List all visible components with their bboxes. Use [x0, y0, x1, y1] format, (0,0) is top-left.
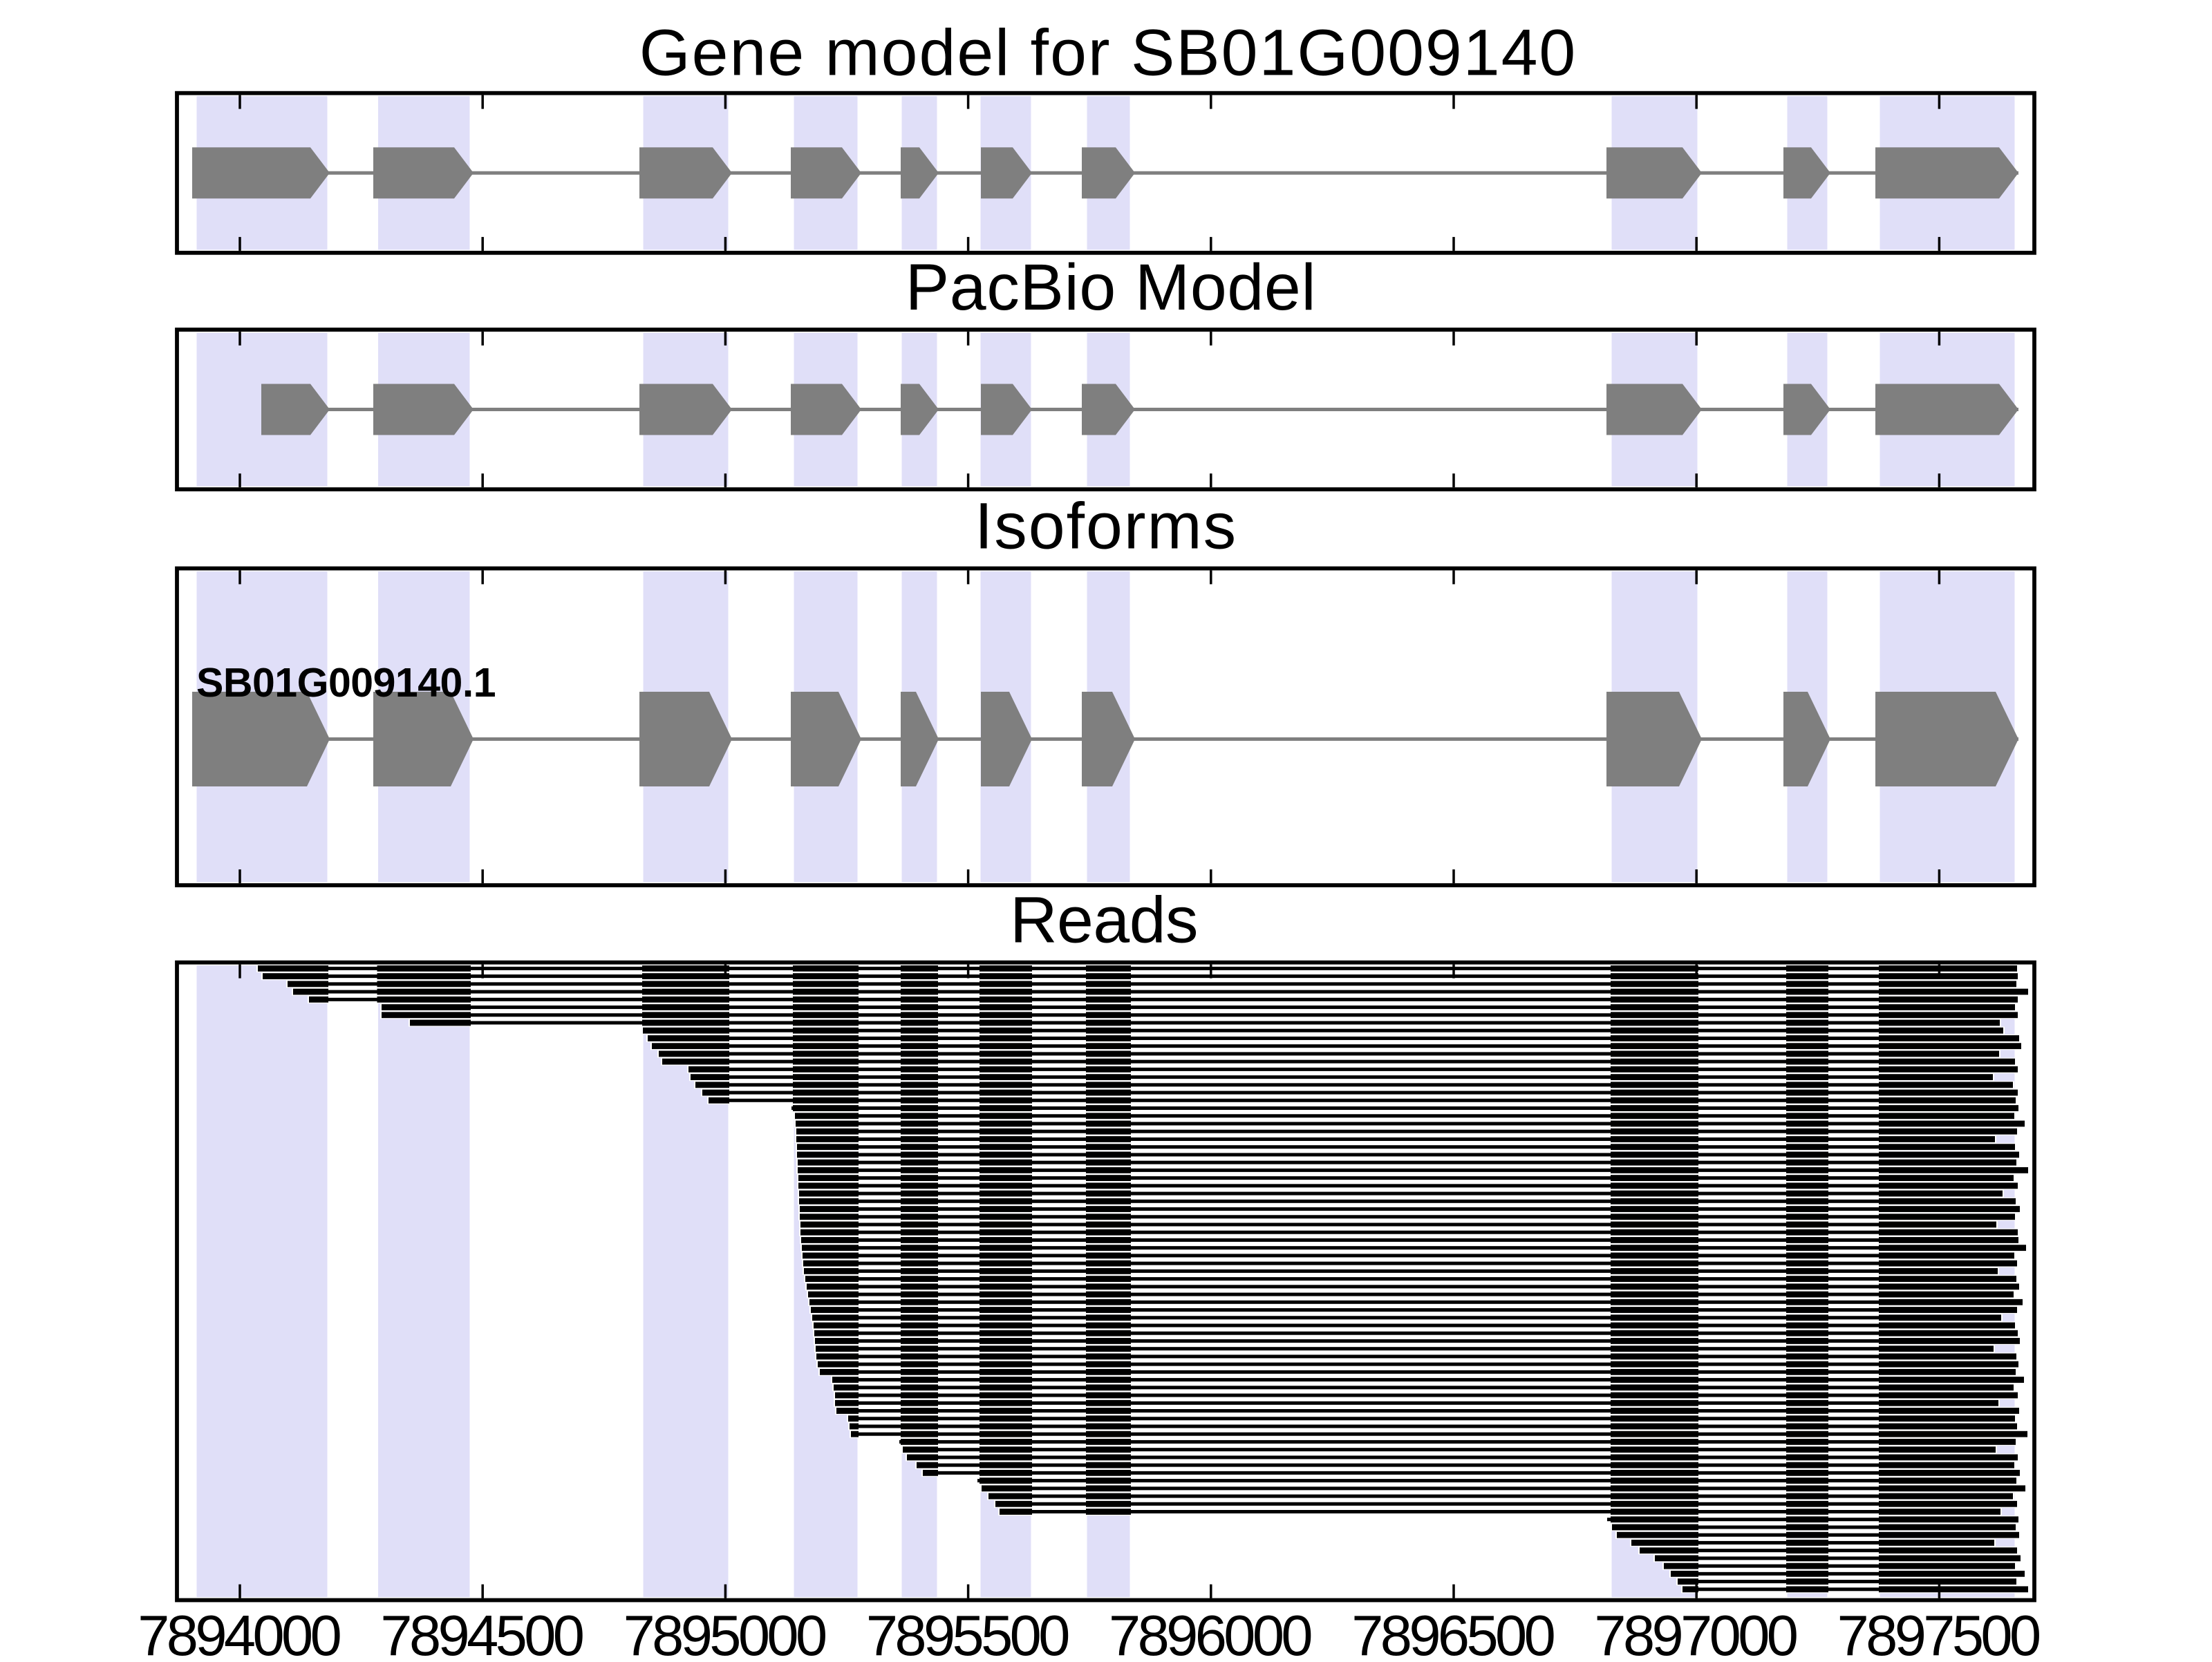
svg-text:Gene model for SB01G009140: Gene model for SB01G009140 — [639, 17, 1577, 90]
svg-text:7897000: 7897000 — [1594, 1603, 1796, 1659]
svg-text:7894500: 7894500 — [380, 1603, 582, 1659]
svg-text:7894000: 7894000 — [138, 1603, 339, 1659]
svg-text:Isoforms: Isoforms — [975, 489, 1237, 563]
svg-text:7897500: 7897500 — [1837, 1603, 2039, 1659]
svg-text:7896500: 7896500 — [1351, 1603, 1553, 1659]
svg-text:7896000: 7896000 — [1109, 1603, 1311, 1659]
svg-text:SB01G009140.1: SB01G009140.1 — [196, 660, 496, 706]
svg-text:7895000: 7895000 — [624, 1603, 825, 1659]
svg-text:Reads: Reads — [1010, 883, 1198, 956]
svg-text:7895500: 7895500 — [866, 1603, 1068, 1659]
svg-text:PacBio Model: PacBio Model — [906, 251, 1317, 324]
